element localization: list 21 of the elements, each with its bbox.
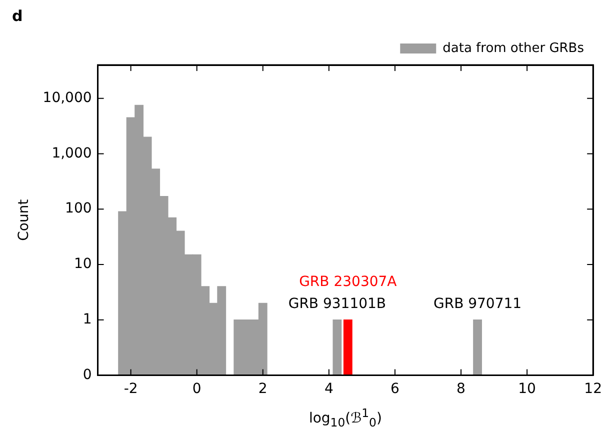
- y-tick-label: 1,000: [52, 145, 92, 162]
- legend-label: data from other GRBs: [442, 40, 584, 56]
- y-tick-label: 10: [74, 256, 92, 272]
- annotation: GRB 970711: [433, 296, 522, 312]
- chart-title: d: [12, 6, 23, 25]
- y-tick-label: 1: [82, 311, 92, 328]
- x-tick-label: -2: [124, 381, 138, 398]
- y-tick-label: 0: [82, 366, 92, 383]
- x-tick-label: 12: [584, 381, 602, 398]
- y-axis-title: Count: [16, 198, 32, 241]
- x-tick-label: 0: [192, 381, 202, 398]
- text: GRB 230307A: [299, 274, 398, 290]
- x-tick-label: 4: [324, 381, 334, 398]
- x-tick-label: 2: [258, 381, 268, 398]
- y-tick-label: 100: [65, 200, 92, 217]
- annotation: GRB 931101B: [288, 296, 386, 312]
- x-tick-label: 8: [456, 381, 466, 398]
- x-tick-label: 6: [390, 381, 400, 398]
- x-tick-label: 10: [518, 381, 536, 398]
- y-tick-label: 10,000: [42, 90, 92, 106]
- x-axis-title: log$_{10}$(ℬ$^{1}$$_{0}$): [308, 406, 383, 430]
